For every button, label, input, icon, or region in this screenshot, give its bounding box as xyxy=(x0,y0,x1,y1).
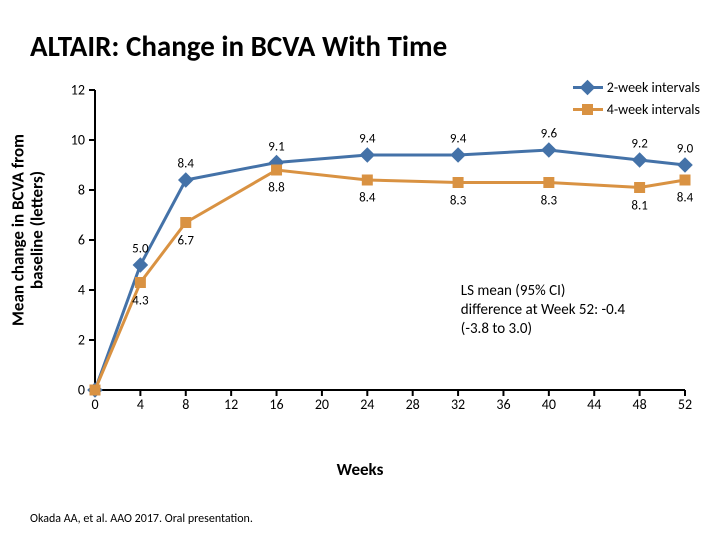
x-tick-label: 12 xyxy=(224,390,238,413)
data-label: 9.4 xyxy=(359,132,375,147)
y-axis-label: Mean change in BCVA from baseline (lette… xyxy=(9,134,46,326)
data-label: 8.8 xyxy=(268,181,284,196)
x-tick-label: 16 xyxy=(269,390,283,413)
plot-area: 02468101204812162024283236404448525.08.4… xyxy=(95,90,685,390)
x-tick-label: 52 xyxy=(678,390,692,413)
data-label: 8.4 xyxy=(178,157,194,172)
data-label: 8.3 xyxy=(541,193,557,208)
data-label: 8.4 xyxy=(677,191,693,206)
y-tick-label: 4 xyxy=(78,282,95,299)
x-tick-label: 28 xyxy=(406,390,420,413)
data-label: 9.4 xyxy=(450,132,466,147)
x-tick-label: 48 xyxy=(633,390,647,413)
x-tick-label: 4 xyxy=(137,390,144,413)
data-label: 5.0 xyxy=(132,242,148,257)
x-tick-label: 32 xyxy=(451,390,465,413)
x-tick-label: 0 xyxy=(91,390,98,413)
x-tick-label: 24 xyxy=(360,390,374,413)
data-label: 9.2 xyxy=(631,137,647,152)
ls-mean-annotation: LS mean (95% CI)difference at Week 52: -… xyxy=(461,282,625,338)
x-axis-label: Weeks xyxy=(337,459,384,480)
y-tick-label: 8 xyxy=(78,182,95,199)
data-label: 9.0 xyxy=(677,142,693,157)
x-tick-label: 36 xyxy=(496,390,510,413)
data-label: 9.6 xyxy=(541,127,557,142)
x-tick-label: 20 xyxy=(315,390,329,413)
y-tick-label: 12 xyxy=(71,82,95,99)
citation: Okada AA, et al. AAO 2017. Oral presenta… xyxy=(30,512,253,526)
y-tick-label: 10 xyxy=(71,132,95,149)
y-tick-label: 2 xyxy=(78,332,95,349)
page-title: ALTAIR: Change in BCVA With Time xyxy=(30,28,447,64)
x-tick-label: 8 xyxy=(182,390,189,413)
x-tick-label: 44 xyxy=(587,390,601,413)
y-tick-label: 6 xyxy=(78,232,95,249)
data-label: 8.1 xyxy=(631,198,647,213)
data-label: 6.7 xyxy=(178,233,194,248)
data-label: 8.3 xyxy=(450,193,466,208)
data-label: 4.3 xyxy=(132,293,148,308)
bcva-chart: Mean change in BCVA from baseline (lette… xyxy=(20,80,700,440)
data-label: 8.4 xyxy=(359,191,375,206)
data-label: 9.1 xyxy=(268,139,284,154)
x-tick-label: 40 xyxy=(542,390,556,413)
